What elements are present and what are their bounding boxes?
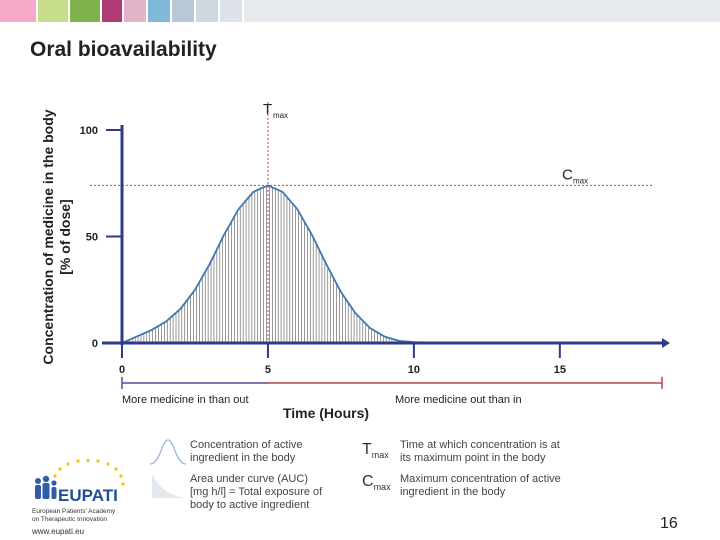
y-tick-label: 50: [86, 232, 98, 244]
y-tick-label: 0: [92, 338, 98, 350]
legend-curve-text: Concentration of active ingredient in th…: [190, 439, 303, 465]
y-tick-label: 100: [80, 125, 98, 137]
x-axis-label: Time (Hours): [283, 405, 369, 421]
eupati-logo-subtitle: European Patients' Academy on Therapeuti…: [32, 508, 142, 524]
legend-auc-line2: [mg h/l] = Total exposure of: [190, 486, 323, 498]
top-color-fill: [244, 0, 720, 22]
legend-cmax-sub: max: [373, 482, 391, 493]
tmax-label: T: [263, 101, 272, 118]
x-tick-label: 10: [408, 364, 420, 376]
top-color-square: [0, 0, 36, 22]
legend-cmax-text: Maximum concentration of active ingredie…: [400, 473, 561, 499]
top-color-square: [102, 0, 122, 22]
x-tick-label: 0: [119, 364, 125, 376]
cmax-label-sub: max: [573, 176, 588, 185]
eupati-logo[interactable]: EUPATI European Patients' Academy on The…: [30, 458, 142, 538]
legend-cmax-line1: Maximum concentration of active: [400, 473, 561, 485]
legend-tmax-line2: its maximum point in the body: [400, 452, 546, 464]
eupati-logo-url[interactable]: www.eupati.eu: [32, 527, 85, 536]
cmax-label: C: [562, 166, 573, 183]
top-color-bar: [0, 0, 720, 22]
eupati-logo-name: EUPATI: [58, 486, 118, 505]
legend-auc-text: Area under curve (AUC) [mg h/l] = Total …: [190, 473, 322, 512]
legend-tmax-symbol: Tmax: [362, 441, 389, 460]
slide-title: Oral bioavailability: [30, 38, 217, 61]
legend-tmax-sub: max: [371, 450, 389, 461]
top-color-square: [196, 0, 218, 22]
top-color-square: [172, 0, 194, 22]
eupati-logo-icon: [35, 458, 125, 499]
phase-left-label: More medicine in than out: [122, 394, 249, 406]
x-tick-label: 5: [265, 364, 271, 376]
legend-auc-line1: Area under curve (AUC): [190, 473, 308, 485]
top-color-square: [220, 0, 242, 22]
legend-tmax-line1: Time at which concentration is at: [400, 439, 560, 451]
legend-curve-line2: ingredient in the body: [190, 452, 296, 464]
page-number: 16: [660, 515, 678, 532]
legend-auc-line3: body to active ingredient: [190, 499, 310, 511]
eupati-logo-sub-line1: European Patients' Academy: [32, 508, 116, 515]
x-tick-label: 15: [554, 364, 566, 376]
legend-tmax-letter: T: [362, 441, 372, 458]
tmax-label-sub: max: [273, 111, 288, 120]
legend-curve-line1: Concentration of active: [190, 439, 303, 451]
top-color-square: [124, 0, 146, 22]
legend-auc-icon: [152, 474, 184, 498]
concentration-curve: [121, 184, 662, 344]
phase-right-label: More medicine out than in: [395, 394, 522, 406]
legend-tmax-text: Time at which concentration is at its ma…: [400, 439, 560, 465]
legend-cmax-letter: C: [362, 473, 374, 490]
legend-curve-icon: [149, 439, 187, 465]
legend-cmax-line2: ingredient in the body: [400, 486, 506, 498]
top-color-square: [148, 0, 170, 22]
x-axis-arrow: [662, 338, 670, 348]
top-color-square: [38, 0, 68, 22]
legend-cmax-symbol: Cmax: [362, 473, 391, 492]
top-color-square: [70, 0, 100, 22]
eupati-logo-sub-line2: on Therapeutic Innovation: [32, 516, 108, 523]
